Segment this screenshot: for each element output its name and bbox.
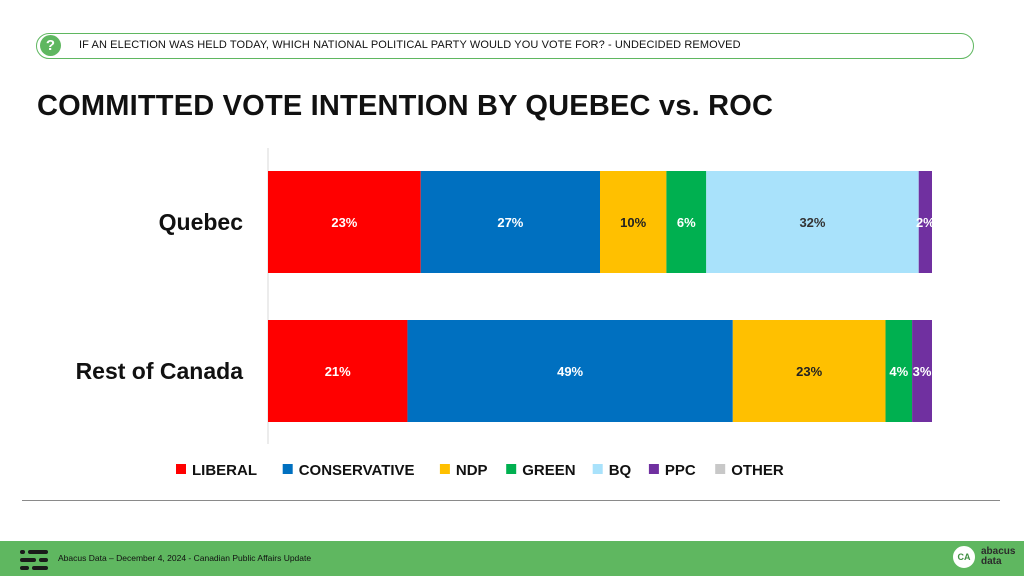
legend-label: NDP <box>456 462 488 479</box>
brand-name-line2: data <box>981 556 1002 567</box>
legend-swatch-ndp <box>439 464 450 474</box>
category-label: Quebec <box>159 209 244 235</box>
legend-swatch-green <box>506 464 517 474</box>
footer-text: Abacus Data – December 4, 2024 - Canadia… <box>58 553 312 563</box>
data-label: 32% <box>799 215 825 230</box>
legend-swatch-liberal <box>176 464 186 474</box>
legend-swatch-bq <box>592 464 603 474</box>
legend-label: CONSERVATIVE <box>299 462 415 479</box>
data-label: 21% <box>325 364 351 379</box>
survey-question: IF AN ELECTION WAS HELD TODAY, WHICH NAT… <box>79 39 741 51</box>
data-label: 23% <box>331 215 357 230</box>
bar-segment-ndp <box>732 320 886 422</box>
data-label: 23% <box>796 364 822 379</box>
legend-label: BQ <box>609 462 632 479</box>
bar-segment-bq <box>706 171 919 273</box>
stacked-bar-chart: Quebec 23% 27% 10% 6% 32% 2% Rest of Canada 21% 4… <box>75 148 935 479</box>
legend-label: LIBERAL <box>192 462 257 479</box>
data-label: 2% <box>916 215 935 230</box>
bar-segment-green <box>885 320 913 422</box>
brand-name-line1: abacus <box>981 546 1016 557</box>
bar-segment-ppc <box>918 171 932 273</box>
bar-segment-conservative <box>420 171 600 273</box>
divider <box>22 500 1000 501</box>
question-icon: ? <box>40 35 61 56</box>
brand-mark-icon: CA <box>951 544 977 570</box>
data-label: 10% <box>620 215 646 230</box>
abacus-logo-icon <box>20 550 48 570</box>
data-label: 6% <box>677 215 696 230</box>
question-banner: ? IF AN ELECTION WAS HELD TODAY, WHICH N… <box>36 33 974 59</box>
brand-logo: CA abacus data <box>948 542 1022 576</box>
data-label: 4% <box>889 364 908 379</box>
legend-swatch-other <box>715 464 726 474</box>
bar-segment-liberal <box>268 320 408 422</box>
data-label: 3% <box>913 364 932 379</box>
category-label: Rest of Canada <box>76 358 244 384</box>
bar-segment-ppc <box>912 320 932 422</box>
data-label: 27% <box>497 215 523 230</box>
legend-swatch-ppc <box>648 464 659 474</box>
bar-segment-ndp <box>600 171 667 273</box>
bar-segment-green <box>666 171 707 273</box>
legend-label: PPC <box>665 462 696 479</box>
legend-label: OTHER <box>731 462 784 479</box>
bar-segment-conservative <box>407 320 733 422</box>
bar-segment-liberal <box>268 171 421 273</box>
brand-name: abacus data <box>981 547 1015 567</box>
legend-swatch-conservative <box>282 464 293 474</box>
legend-label: GREEN <box>522 462 575 479</box>
page-title: COMMITTED VOTE INTENTION BY QUEBEC vs. R… <box>37 90 774 122</box>
data-label: 49% <box>557 364 583 379</box>
footer-bar: Abacus Data – December 4, 2024 - Canadia… <box>0 541 1024 576</box>
